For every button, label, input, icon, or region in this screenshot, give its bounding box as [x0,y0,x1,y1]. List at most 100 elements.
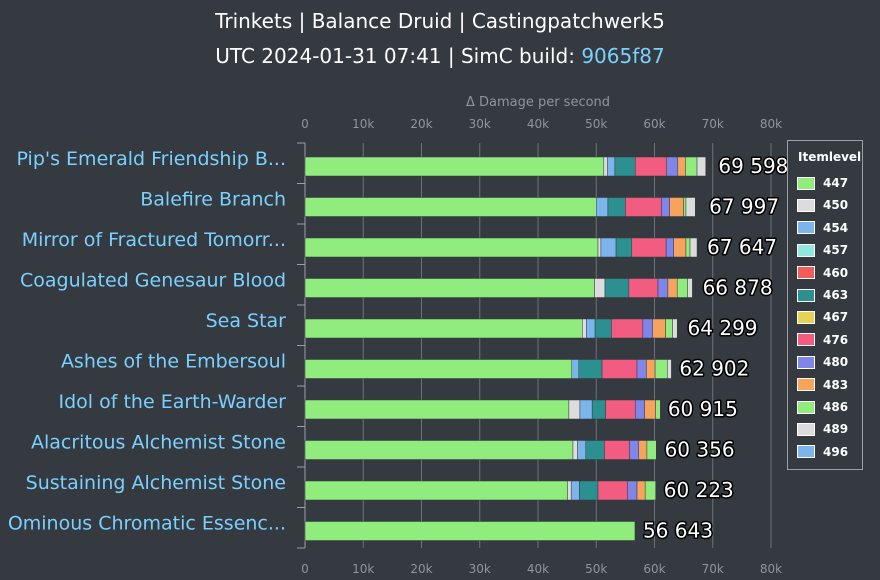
legend-item[interactable]: 463 [797,287,848,303]
legend-item[interactable]: 496 [797,444,848,460]
bar-segment [685,237,691,258]
bar-segment [607,156,616,177]
x-tick-label-bottom: 50k [585,562,607,576]
bar-segment [571,359,580,379]
legend-label: 467 [823,310,849,325]
legend-label: 476 [823,332,849,347]
legend-item[interactable]: 454 [797,220,848,236]
bar-row [304,278,693,298]
value-label: 60 915 [668,397,738,421]
bar-segment [627,480,638,501]
legend-item[interactable]: 489 [797,421,848,437]
bar-segment [567,480,572,501]
bar-segment [665,318,673,339]
category-label[interactable]: Ashes of the Embersoul [61,351,286,373]
legend-item[interactable]: 450 [797,197,848,213]
bar-segment [683,197,687,217]
bar-segment [636,480,646,501]
legend-label: 463 [823,288,849,302]
legend-swatch [797,198,815,212]
legend-item[interactable]: 467 [797,309,848,325]
category-label[interactable]: Idol of the Earth-Warder [59,391,287,413]
build-link[interactable]: 9065f87 [581,44,665,68]
bar-segment [635,399,645,420]
value-label: 64 299 [688,316,758,340]
bar-segment [605,399,636,420]
bar-segment [304,521,636,541]
bar-segment [304,156,605,177]
legend-swatch [797,378,815,392]
bar-segment [669,197,684,217]
bar-segment [304,318,583,339]
x-tick-label-bottom: 20k [410,562,432,576]
category-label[interactable]: Mirror of Fractured Tomorr... [22,229,286,251]
legend-item[interactable]: 460 [797,265,848,281]
bar-segment [672,318,678,339]
bar-segment [676,278,688,298]
bar-segment [611,318,644,339]
x-tick-label-top: 40k [527,117,549,131]
legend-swatch [797,400,815,414]
x-axis-title: Δ Damage per second [466,95,610,110]
bar-segment [642,318,654,339]
bar-segment [636,359,647,379]
legend-label: 496 [823,444,849,459]
bar-segment [646,359,656,379]
bar-row [304,521,636,541]
category-label[interactable]: Balefire Branch [140,189,286,211]
bar-segment [628,278,659,298]
category-label[interactable]: Ominous Chromatic Essenc... [8,513,286,535]
legend-swatch [797,243,815,257]
legend-item[interactable]: 447 [797,175,848,191]
legend-label: 447 [823,176,849,190]
x-tick-label-bottom: 60k [643,562,665,576]
value-label: 66 878 [703,276,773,300]
bar-row [304,197,696,217]
x-tick-label-bottom: 10k [352,562,374,576]
bar-segment [646,440,657,460]
x-tick-label-top: 80k [760,117,782,131]
bar-segment [667,359,672,379]
category-label[interactable]: Alacritous Alchemist Stone [31,432,286,454]
bar-segment [625,197,662,217]
bar-segment [629,440,640,460]
category-label[interactable]: Sea Star [206,310,287,332]
bar-segment [577,440,587,460]
bar-segment [304,440,574,460]
legend-item[interactable]: 457 [797,242,848,258]
x-tick-label-top: 10k [352,117,374,131]
bar-row [304,399,661,420]
bar-segment [596,197,609,217]
bar-segment [638,440,648,460]
bar-segment [685,156,698,177]
legend-label: 454 [823,220,849,235]
legend-swatch [797,422,815,436]
bar-segment [604,278,630,298]
category-label[interactable]: Pip's Emerald Friendship B... [17,148,286,170]
bar-segment [614,156,636,177]
bar-row [304,237,698,258]
x-tick-label-top: 30k [469,117,491,131]
legend-label: 489 [823,422,849,437]
x-tick-label-top: 50k [585,117,607,131]
legend-item[interactable]: 480 [797,354,848,370]
category-label[interactable]: Sustaining Alchemist Stone [26,472,286,494]
x-tick-label-bottom: 70k [702,562,724,576]
category-label[interactable]: Coagulated Genesaur Blood [20,270,286,292]
legend-label: 460 [823,265,849,280]
chart-title: Trinkets | Balance Druid | Castingpatchw… [215,9,665,33]
bar-segment [572,440,578,460]
bar-segment [666,156,679,177]
legend-title: Itemlevel [798,150,862,164]
bar-row [304,156,707,177]
legend-item[interactable]: 486 [797,399,848,415]
bar-segment [689,237,698,258]
subtitle-prefix: UTC 2024-01-31 07:41 | SimC build: [215,44,582,68]
legend-swatch [797,266,815,280]
legend-item[interactable]: 483 [797,377,848,393]
bar-row [304,480,656,501]
legend-swatch [797,310,815,324]
bar-segment [594,318,612,339]
legend-item[interactable]: 476 [797,332,848,348]
bar-segment [687,278,693,298]
